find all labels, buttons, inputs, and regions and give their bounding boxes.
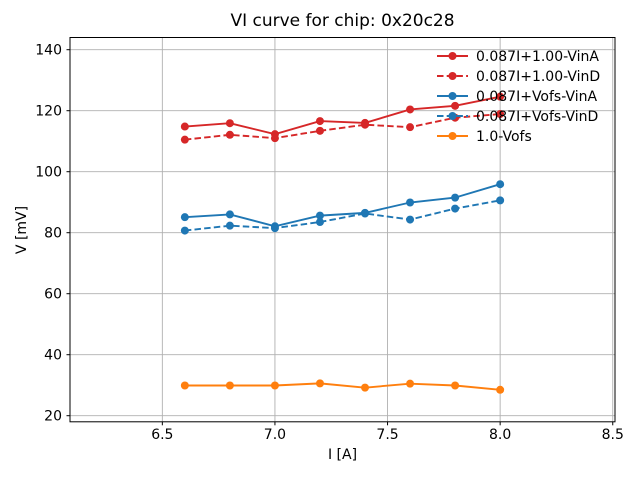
plot-frame: [69, 37, 616, 423]
series-2-marker: [406, 198, 415, 207]
series-4-marker: [451, 381, 460, 390]
y-tick-label: 120: [35, 104, 62, 120]
series-0-marker: [315, 117, 324, 126]
y-tick-label: 40: [44, 348, 62, 364]
y-tick-label: 100: [35, 165, 62, 181]
legend-item-label: 0.087I+Vofs-VinA: [476, 89, 597, 105]
y-tick-label: 20: [44, 409, 62, 425]
series-3-marker: [225, 221, 234, 230]
legend-sample-marker: [448, 72, 457, 80]
series-4-line: [184, 382, 501, 391]
x-tick-label: 8.0: [489, 427, 511, 443]
x-axis-label: I [A]: [327, 447, 358, 463]
series-1-line: [184, 113, 501, 141]
series-0-marker: [451, 101, 460, 110]
series-2-marker: [496, 180, 505, 189]
series-3-marker: [496, 196, 505, 205]
series-2-line: [184, 183, 501, 228]
legend-sample-marker: [448, 132, 457, 140]
series-4-marker: [180, 381, 189, 390]
series-0-marker: [496, 92, 505, 101]
legend-item-label: 0.087I+1.00-VinD: [476, 69, 600, 85]
y-tick-label: 80: [44, 226, 62, 242]
legend-item-label: 1.0-Vofs: [476, 129, 532, 145]
series-1-marker: [315, 126, 324, 135]
y-axis-label: V [mV]: [14, 205, 30, 255]
series-2-marker: [225, 210, 234, 219]
series-0-marker: [180, 122, 189, 131]
series-4-marker: [315, 379, 324, 388]
series-3-line: [184, 199, 501, 232]
series-1-marker: [180, 135, 189, 144]
x-tick-label: 6.5: [151, 427, 173, 443]
series-3-marker: [270, 224, 279, 233]
series-4-marker: [496, 385, 505, 394]
x-tick-label: 7.5: [376, 427, 398, 443]
series-4-marker: [406, 379, 415, 388]
series-1-marker: [225, 130, 234, 139]
series-2-marker: [315, 211, 324, 220]
series-4-marker: [225, 381, 234, 390]
series-3-marker: [180, 226, 189, 235]
series-1-marker: [270, 134, 279, 143]
legend-sample-marker: [448, 112, 457, 120]
series-4-marker: [361, 383, 370, 392]
x-tick-label: 7.0: [264, 427, 286, 443]
chart-title: VI curve for chip: 0x20c28: [230, 11, 455, 31]
series-1-marker: [496, 110, 505, 119]
y-tick-label: 60: [44, 287, 62, 303]
series-0-marker: [406, 105, 415, 114]
y-tick-label: 140: [35, 43, 62, 59]
legend-sample-marker: [448, 92, 457, 100]
series-3-marker: [406, 215, 415, 224]
series-3-marker: [451, 204, 460, 213]
series-0-line: [184, 95, 501, 136]
series-3-marker: [361, 209, 370, 218]
legend-item-label: 0.087I+1.00-VinA: [476, 49, 599, 65]
series-4-marker: [270, 381, 279, 390]
legend-item-label: 0.087I+Vofs-VinD: [476, 109, 598, 125]
series-1-marker: [406, 123, 415, 132]
series-3-marker: [315, 218, 324, 227]
series-2-marker: [451, 193, 460, 202]
series-0-marker: [225, 119, 234, 128]
x-tick-label: 8.5: [602, 427, 624, 443]
series-1-marker: [361, 120, 370, 129]
series-2-marker: [180, 213, 189, 222]
legend-sample-marker: [448, 52, 457, 60]
